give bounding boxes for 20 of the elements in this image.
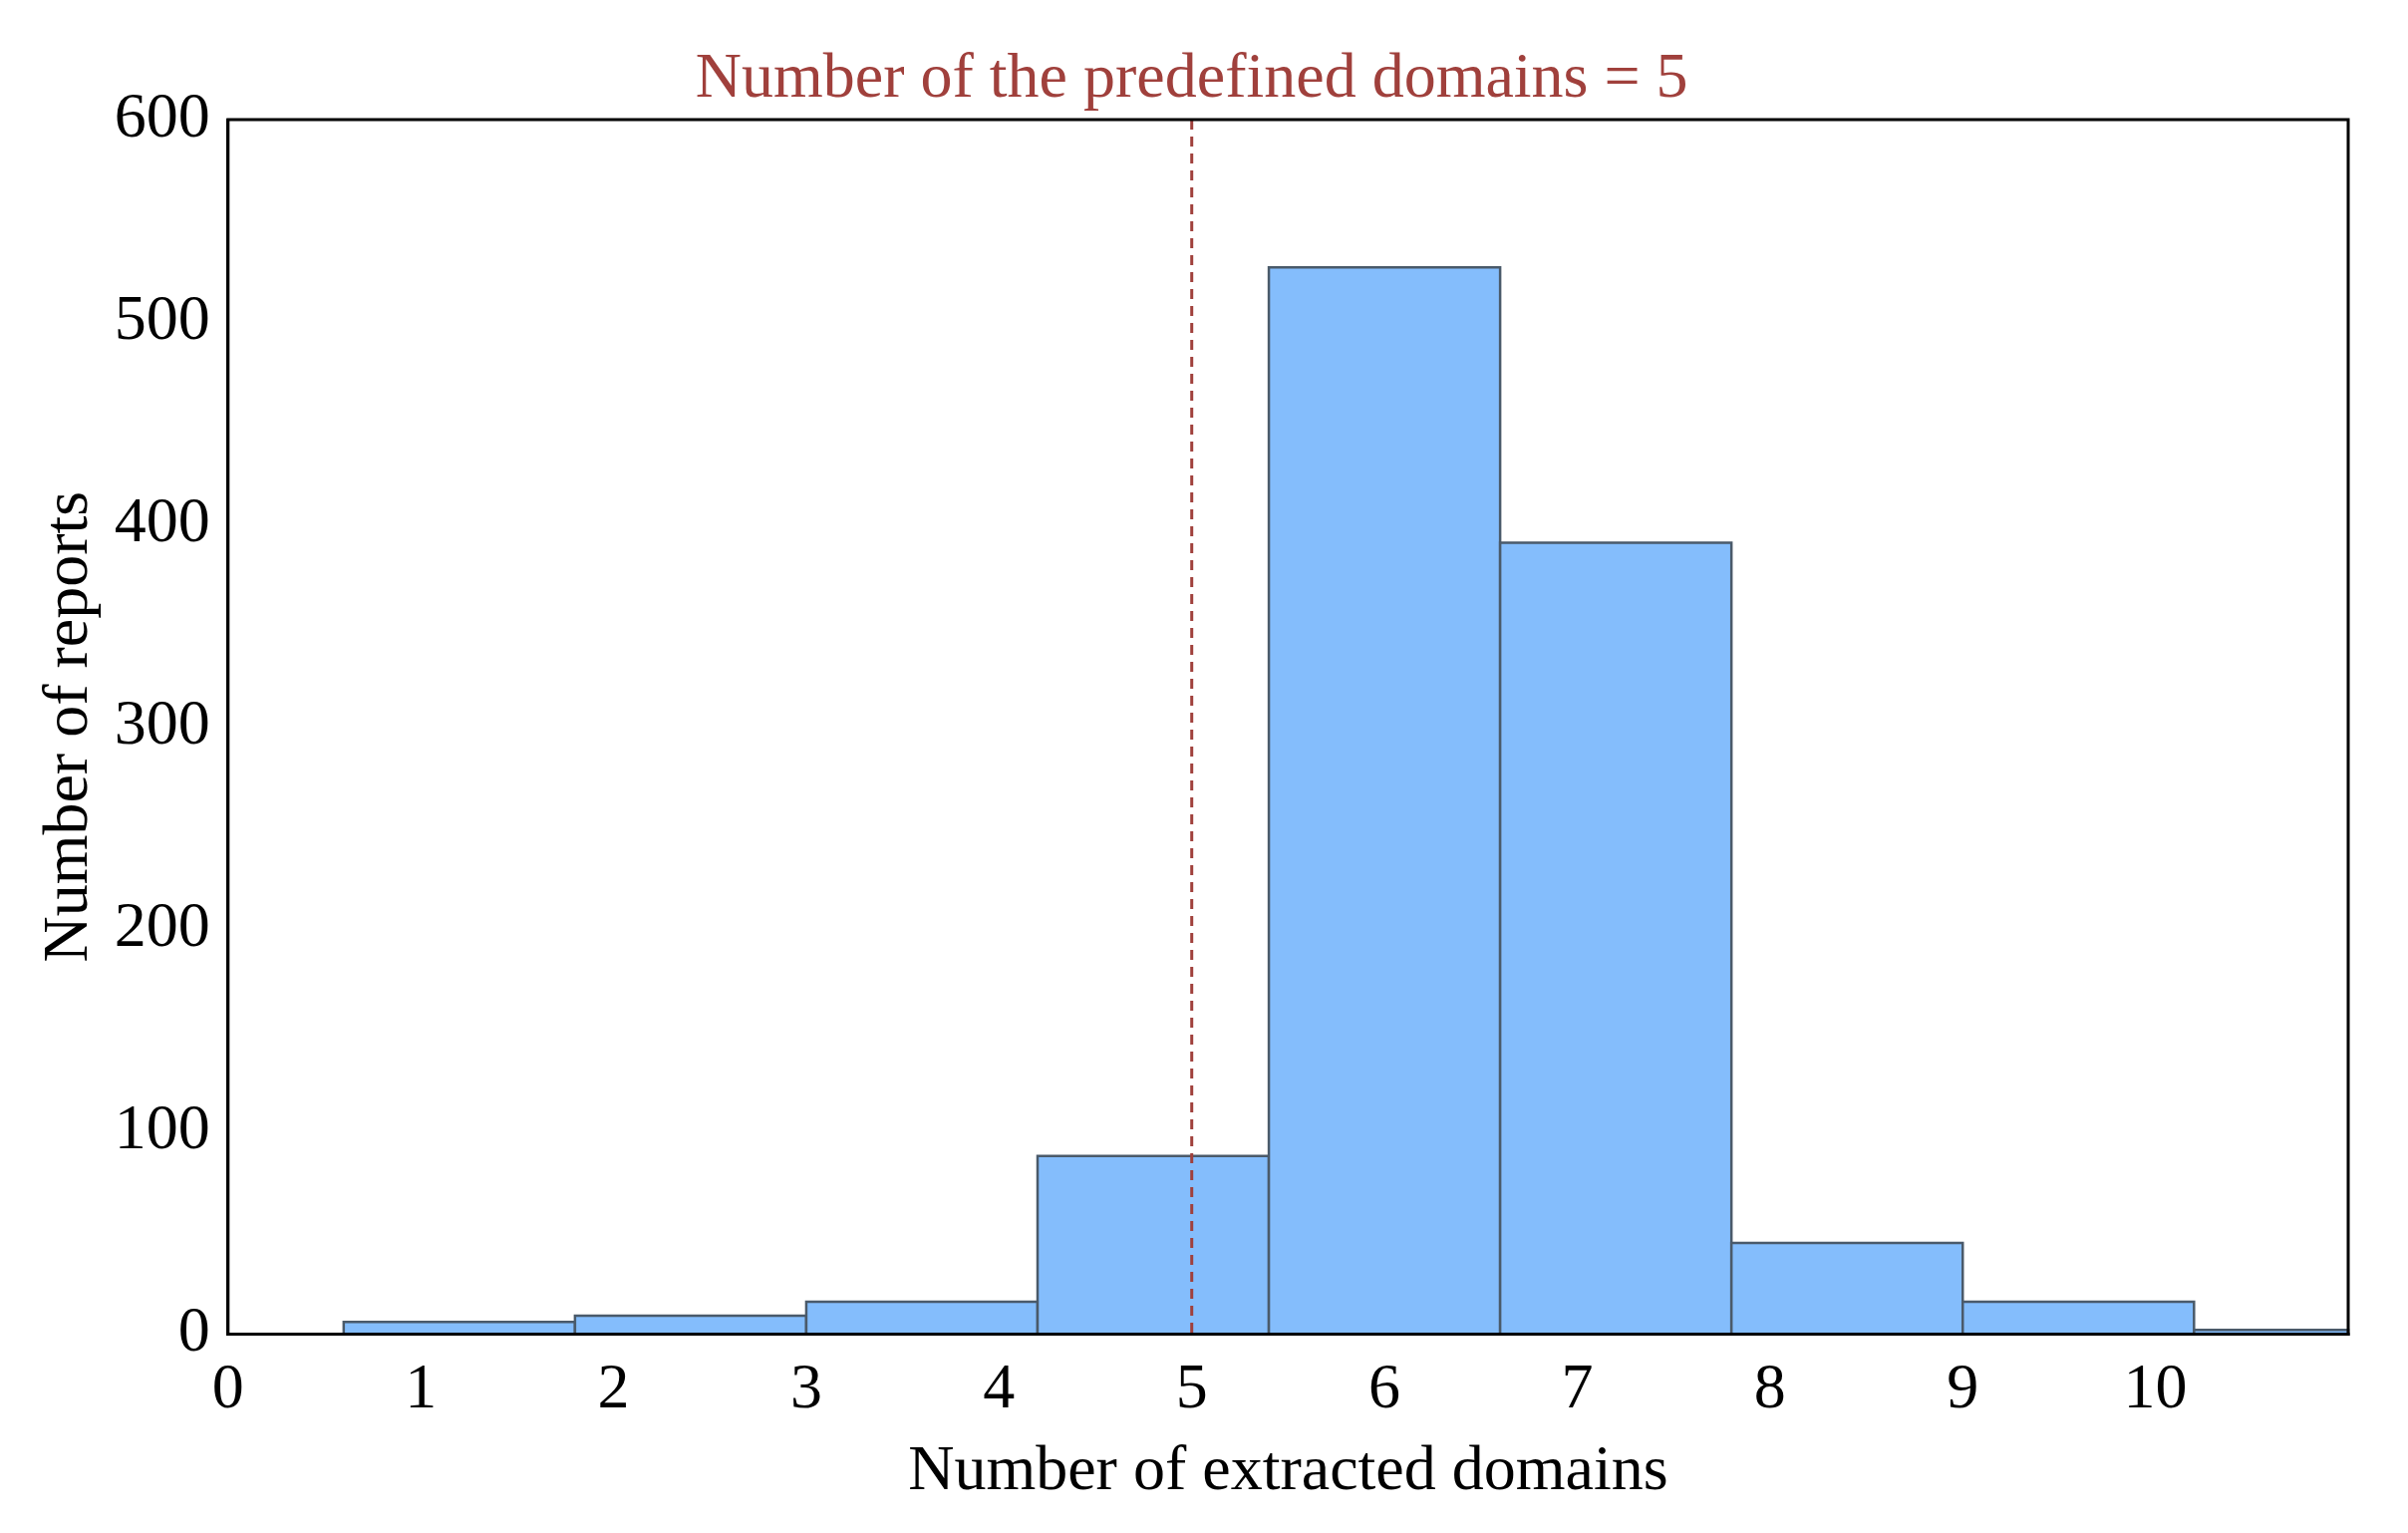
- y-tick-label: 200: [114, 889, 210, 961]
- x-tick-label: 2: [597, 1350, 630, 1421]
- x-tick-label: 3: [789, 1350, 822, 1421]
- y-tick-label: 300: [114, 687, 210, 759]
- x-tick-label: 4: [983, 1350, 1016, 1421]
- x-tick-label: 6: [1368, 1350, 1401, 1421]
- y-tick-label: 400: [114, 483, 210, 555]
- x-tick-label: 5: [1175, 1350, 1208, 1421]
- x-tick-label: 8: [1753, 1350, 1786, 1421]
- x-tick-label: 1: [405, 1350, 438, 1421]
- y-tick-label: 600: [114, 79, 210, 151]
- x-axis-title: Number of extracted domains: [908, 1432, 1668, 1504]
- y-tick-label: 500: [114, 281, 210, 353]
- x-tick-label: 10: [2123, 1350, 2188, 1421]
- y-axis-title: Number of reports: [30, 490, 102, 963]
- y-tick-label: 100: [114, 1091, 210, 1163]
- x-tick-label: 9: [1947, 1350, 1979, 1421]
- ref-line-label: Number of the predefined domains = 5: [695, 39, 1688, 111]
- y-tick-label: 0: [177, 1294, 210, 1366]
- x-tick-label: 7: [1561, 1350, 1594, 1421]
